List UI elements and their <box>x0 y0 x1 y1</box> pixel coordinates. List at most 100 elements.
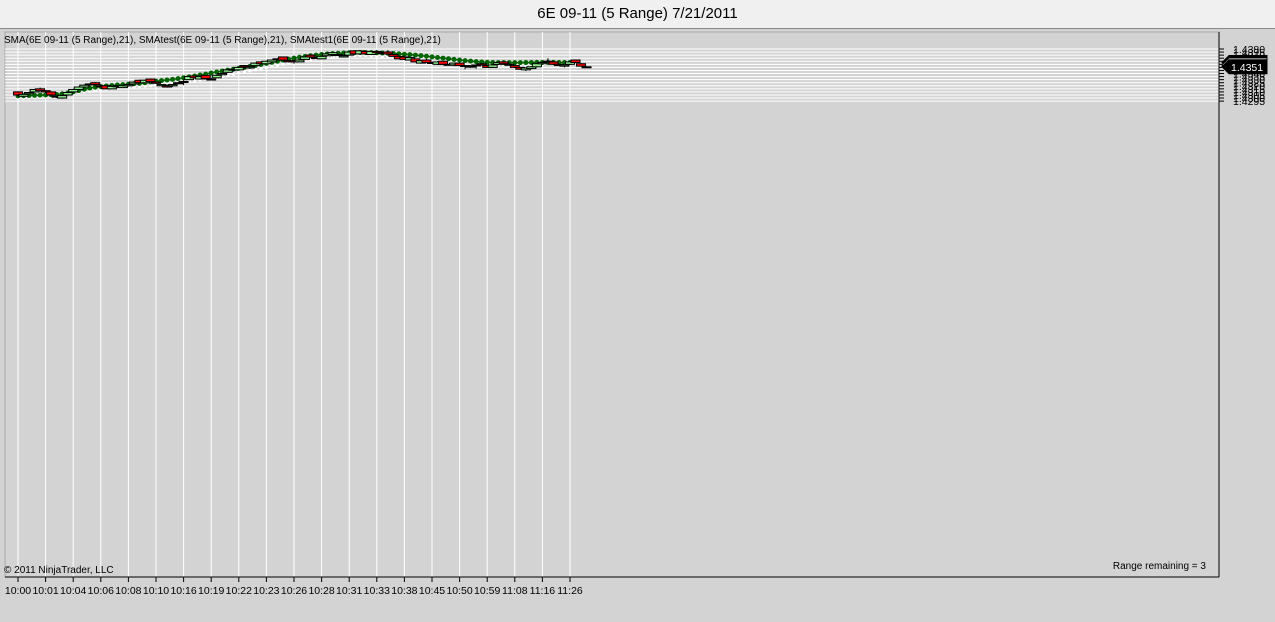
y-tick-label: 1.4320 <box>1233 81 1265 93</box>
candle <box>327 52 338 56</box>
candle <box>206 78 217 81</box>
smatest-point <box>259 66 263 71</box>
candle <box>90 82 101 86</box>
sma-point <box>468 58 474 64</box>
candle <box>548 61 559 65</box>
candle <box>217 73 228 76</box>
y-tick-label: 1.4325 <box>1233 78 1265 90</box>
candle <box>570 59 581 63</box>
sma-point <box>170 76 176 82</box>
smatest-point <box>275 63 280 67</box>
sma-point <box>473 59 479 65</box>
candle <box>371 50 382 54</box>
gridlines <box>5 32 1219 577</box>
y-tick-label: 1.4330 <box>1233 75 1265 87</box>
x-tick-label: 10:22 <box>226 585 252 597</box>
sma-point <box>164 77 170 83</box>
plot-area <box>4 31 1220 578</box>
sma-point <box>175 76 181 82</box>
candle <box>57 95 68 99</box>
candle <box>526 66 537 70</box>
candle <box>504 63 515 66</box>
x-tick-label: 10:33 <box>364 585 390 597</box>
candle <box>465 65 476 68</box>
candle <box>531 63 542 68</box>
candle <box>333 54 344 57</box>
candle <box>222 69 233 73</box>
candle <box>559 64 570 67</box>
sma-point <box>291 55 297 61</box>
y-tick-label: 1.4295 <box>1233 96 1265 108</box>
x-tick-label: 10:26 <box>281 585 307 597</box>
candle <box>178 80 189 83</box>
candle <box>167 84 178 87</box>
sma-point <box>401 51 407 57</box>
candle <box>18 93 29 97</box>
sma-point <box>37 92 43 98</box>
x-tick-label: 10:04 <box>60 585 86 597</box>
price-marker-label: 1.4351 <box>1231 62 1263 74</box>
time-axis: 10:00 10:01 10:04 10:06 10:08 10:10 10:16 10:19… <box>5 576 1219 597</box>
candle <box>316 55 327 60</box>
smatest-point <box>281 62 285 66</box>
smatest-point <box>253 67 258 72</box>
smatest-point <box>242 70 247 74</box>
candle <box>123 84 134 87</box>
y-tick-label: 1.4300 <box>1233 93 1265 105</box>
candle <box>117 85 128 89</box>
candle <box>305 54 316 58</box>
candle <box>509 65 520 68</box>
candle <box>151 81 161 84</box>
candle <box>244 66 255 69</box>
x-tick-label: 10:45 <box>419 585 445 597</box>
x-tick-label: 11:26 <box>557 585 583 597</box>
smatest-point <box>248 68 252 73</box>
candle <box>239 65 250 68</box>
candle <box>250 62 261 67</box>
x-tick-label: 10:06 <box>88 585 114 597</box>
x-tick-label: 11:16 <box>530 585 556 597</box>
candle <box>173 82 184 85</box>
candle <box>40 90 51 93</box>
candle <box>338 55 349 58</box>
y-tick-label: 1.4305 <box>1233 90 1265 102</box>
sma-point <box>423 53 429 59</box>
candle <box>233 66 244 71</box>
copyright-text: © 2011 NinjaTrader, LLC <box>4 565 114 576</box>
x-tick-label: 10:10 <box>143 585 169 597</box>
candle <box>537 61 548 65</box>
x-tick-label: 10:38 <box>391 585 417 597</box>
candle <box>487 64 498 68</box>
sma-point <box>446 56 452 62</box>
candle <box>388 54 399 57</box>
price-chart-svg[interactable]: 1.43801.43751.43701.43651.43601.43551.43… <box>0 29 1275 622</box>
candle <box>471 64 482 67</box>
candle <box>382 51 393 55</box>
y-tick-label: 1.4380 <box>1233 44 1265 56</box>
sma-point <box>208 70 214 76</box>
range-remaining-text: Range remaining = 3 <box>1113 561 1207 572</box>
smatest-point <box>380 54 385 59</box>
smatest-point <box>264 65 269 70</box>
sma-point <box>429 54 435 60</box>
chart-title: 6E 09-11 (5 Range) 7/21/2011 <box>0 0 1275 29</box>
sma-point <box>462 58 468 64</box>
candle <box>294 59 305 63</box>
sma-point <box>418 53 424 59</box>
candle <box>68 88 79 93</box>
candle <box>438 60 449 65</box>
candle <box>73 86 84 90</box>
smatest-point <box>270 64 274 69</box>
candle <box>261 60 272 65</box>
sma-point <box>440 55 446 61</box>
candle <box>300 56 311 60</box>
candle <box>266 59 277 63</box>
chart-area[interactable]: 1.43801.43751.43701.43651.43601.43551.43… <box>0 29 1275 622</box>
candle <box>162 85 173 88</box>
x-tick-label: 10:31 <box>336 585 362 597</box>
y-tick-label: 1.4335 <box>1233 72 1265 84</box>
sma-point <box>412 52 418 58</box>
sma-point <box>407 52 413 58</box>
x-tick-label: 10:01 <box>32 585 58 597</box>
candle <box>581 66 592 69</box>
